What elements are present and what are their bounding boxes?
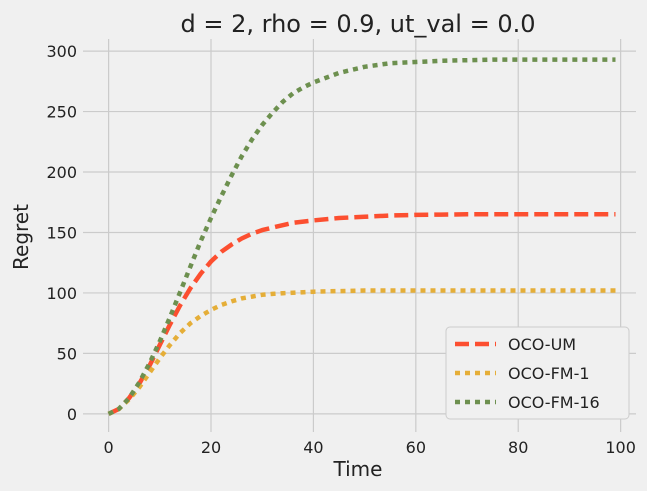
y-tick-label: 0	[67, 405, 77, 424]
x-axis-title: Time	[333, 457, 383, 481]
y-tick-label: 50	[57, 344, 77, 363]
series-line-oco-um	[107, 212, 616, 416]
legend-label: OCO-FM-1	[508, 364, 590, 383]
y-axis-title: Regret	[9, 204, 33, 270]
y-tick-label: 200	[46, 163, 77, 182]
x-tick-label: 60	[406, 438, 426, 457]
x-tick-label: 0	[104, 438, 114, 457]
y-tick-label: 300	[46, 42, 77, 61]
y-tick-label: 150	[46, 223, 77, 242]
grid	[83, 39, 636, 432]
x-tick-label: 20	[201, 438, 221, 457]
y-tick-label: 100	[46, 284, 77, 303]
x-tick-label: 80	[508, 438, 528, 457]
series-layer	[107, 57, 616, 416]
x-tick-label: 40	[303, 438, 323, 457]
y-tick-label: 250	[46, 103, 77, 122]
chart-title: d = 2, rho = 0.9, ut_val = 0.0	[181, 10, 536, 38]
series-line-oco-fm-1	[107, 288, 616, 416]
legend-label: OCO-FM-16	[508, 393, 600, 412]
tick-labels: 0 20 40 60 80 100 0 50 100 150 200 250 300	[46, 42, 635, 457]
legend-label: OCO-UM	[508, 335, 576, 354]
x-tick-label: 100	[605, 438, 636, 457]
series-line-oco-fm-16	[107, 57, 616, 416]
legend: OCO-UM OCO-FM-1 OCO-FM-16	[445, 326, 630, 420]
legend-box	[445, 326, 630, 420]
